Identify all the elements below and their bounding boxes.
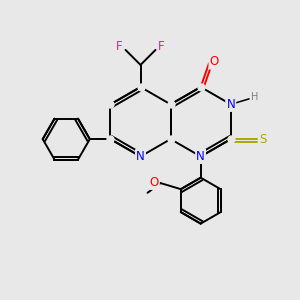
Text: F: F — [158, 40, 165, 53]
Text: N: N — [196, 150, 205, 163]
Text: F: F — [116, 40, 123, 53]
Text: H: H — [251, 92, 258, 102]
Text: N: N — [196, 150, 205, 163]
Text: F: F — [158, 40, 165, 53]
Text: N: N — [226, 98, 235, 111]
Text: S: S — [260, 133, 267, 146]
Text: O: O — [210, 56, 219, 68]
Text: O: O — [210, 56, 219, 68]
Text: H: H — [251, 92, 258, 102]
Text: O: O — [149, 176, 159, 189]
Text: S: S — [260, 133, 267, 146]
Text: N: N — [136, 150, 145, 163]
Text: N: N — [226, 98, 235, 111]
Text: F: F — [116, 40, 123, 53]
Text: O: O — [149, 176, 159, 189]
Text: N: N — [136, 150, 145, 163]
